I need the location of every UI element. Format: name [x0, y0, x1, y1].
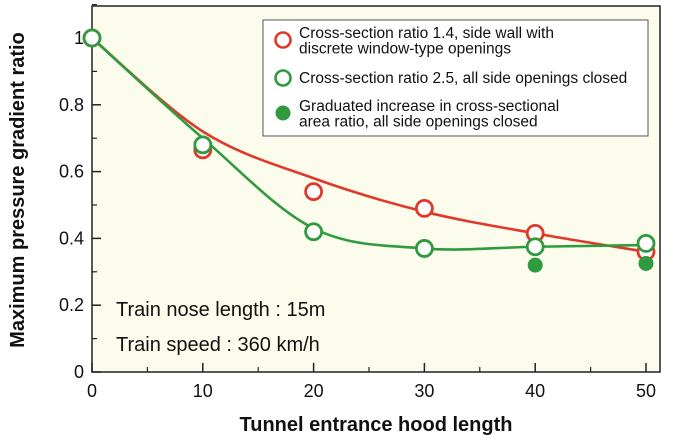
data-markers: [82, 28, 656, 273]
y-tick-label: 1: [74, 28, 84, 48]
y-tick-label: 0: [74, 362, 84, 382]
x-tick-label: 50: [636, 381, 656, 401]
y-tick-label: 0.2: [59, 295, 84, 315]
x-tick-label: 30: [414, 381, 434, 401]
x-tick-label: 10: [193, 381, 213, 401]
y-tick-label: 0.4: [59, 228, 84, 248]
data-point-series-2: [636, 234, 656, 253]
legend: Cross-section ratio 1.4, side wall withd…: [262, 19, 649, 137]
y-tick-label: 0.6: [59, 162, 84, 182]
annotation-nose-length: Train nose length : 15m: [116, 299, 325, 321]
data-point-series-2: [414, 239, 434, 258]
y-tick-label: 0.8: [59, 95, 84, 115]
data-point-series-3: [638, 255, 654, 271]
legend-label-series-3: area ratio, all side openings closed: [299, 114, 538, 131]
x-tick-label: 40: [525, 381, 545, 401]
y-axis: 0 0.2 0.4 0.6 0.8 1: [59, 3, 101, 382]
data-point-series-1: [304, 182, 324, 202]
x-axis-title: Tunnel entrance hood length: [240, 414, 513, 436]
data-point-series-3: [527, 257, 543, 273]
legend-box: [262, 19, 649, 137]
annotation-train-speed: Train speed : 360 km/h: [116, 334, 320, 356]
legend-marker-series-3: [275, 105, 291, 121]
legend-label-series-2: Cross-section ratio 2.5, all side openin…: [299, 70, 627, 87]
x-tick-label: 0: [87, 381, 97, 401]
data-point-series-2: [82, 28, 102, 48]
data-point-series-2: [304, 222, 324, 242]
data-point-series-2: [193, 135, 213, 155]
legend-marker-series-1: [274, 31, 292, 49]
x-axis: 0 10 20 30 40 50: [87, 363, 656, 401]
legend-label-series-1: Cross-section ratio 1.4, side wall with: [299, 25, 554, 42]
y-axis-title: Maximum pressure gradient ratio: [7, 32, 29, 348]
x-tick-label: 20: [304, 381, 324, 401]
legend-label-series-1: discrete window-type openings: [299, 41, 511, 58]
data-point-series-2: [525, 237, 545, 257]
data-point-series-1: [414, 198, 434, 218]
legend-marker-series-2: [274, 69, 292, 87]
legend-label-series-3: Graduated increase in cross-sectional: [299, 98, 559, 115]
